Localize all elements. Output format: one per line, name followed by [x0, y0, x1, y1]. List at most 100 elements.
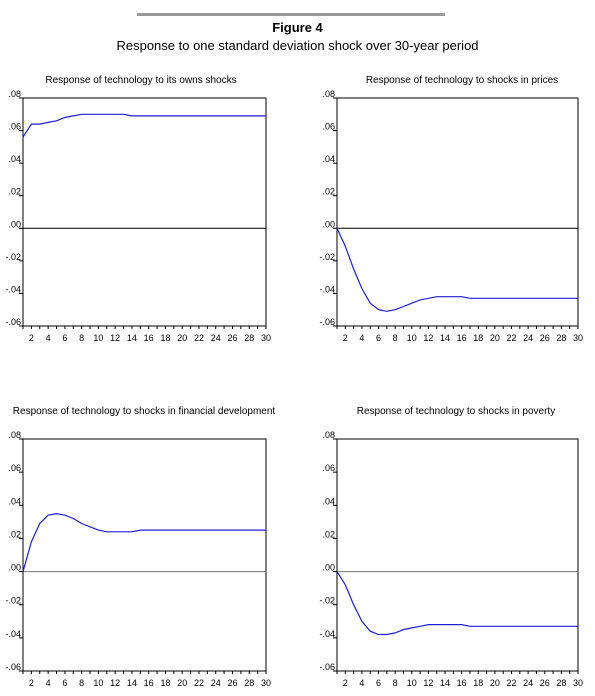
y-tick-label: -.04: [5, 629, 21, 639]
response-line: [336, 571, 578, 636]
x-tick-label: 20: [177, 333, 187, 343]
x-tick-label: 28: [556, 678, 566, 688]
x-tick-label: 18: [473, 333, 483, 343]
y-tick-label: -.04: [319, 629, 335, 639]
x-tick-label: 14: [127, 333, 137, 343]
x-tick-label: 28: [244, 333, 254, 343]
y-tick-label: .02: [8, 529, 21, 539]
x-tick-label: 24: [523, 678, 533, 688]
x-tick-label: 2: [29, 678, 34, 688]
y-tick-label: -.06: [5, 317, 21, 327]
y-tick-label: -.02: [319, 252, 335, 262]
figure-title: Figure 4: [272, 20, 323, 35]
x-tick-label: 28: [244, 678, 254, 688]
y-tick-label: .04: [8, 154, 21, 164]
x-tick-label: 12: [423, 678, 433, 688]
x-tick-label: 10: [407, 678, 417, 688]
y-tick-label: .02: [322, 187, 335, 197]
x-tick-label: 8: [79, 333, 84, 343]
y-tick-label: .08: [322, 89, 335, 99]
x-tick-label: 20: [490, 678, 500, 688]
x-tick-label: 6: [62, 678, 67, 688]
x-tick-label: 16: [144, 333, 154, 343]
x-tick-label: 6: [376, 678, 381, 688]
x-tick-label: 2: [29, 333, 34, 343]
y-tick-label: .06: [8, 463, 21, 473]
x-tick-label: 24: [211, 678, 221, 688]
x-tick-label: 8: [393, 333, 398, 343]
x-tick-label: 10: [93, 678, 103, 688]
x-tick-label: 20: [177, 678, 187, 688]
x-tick-label: 14: [440, 333, 450, 343]
x-tick-label: 20: [490, 333, 500, 343]
y-tick-label: .04: [322, 496, 335, 506]
panel-title: Response of technology to shocks in fina…: [13, 406, 276, 417]
y-tick-label: -.02: [319, 596, 335, 606]
x-tick-label: 2: [343, 333, 348, 343]
x-tick-label: 6: [376, 333, 381, 343]
x-tick-label: 22: [507, 678, 517, 688]
x-tick-label: 30: [573, 678, 583, 688]
x-tick-label: 6: [62, 333, 67, 343]
x-tick-label: 4: [46, 333, 51, 343]
y-tick-label: -.06: [319, 662, 335, 672]
y-tick-label: .00: [8, 563, 21, 573]
y-tick-label: .06: [322, 463, 335, 473]
x-tick-label: 2: [343, 678, 348, 688]
x-tick-label: 16: [457, 333, 467, 343]
x-tick-label: 18: [160, 333, 170, 343]
y-tick-label: .08: [8, 430, 21, 440]
x-tick-label: 22: [194, 333, 204, 343]
x-tick-label: 18: [160, 678, 170, 688]
y-tick-label: -.04: [5, 284, 21, 294]
y-tick-label: .08: [8, 89, 21, 99]
x-tick-label: 14: [127, 678, 137, 688]
x-tick-label: 22: [194, 678, 204, 688]
figure-subtitle: Response to one standard deviation shock…: [116, 38, 479, 53]
response-line: [22, 512, 266, 572]
y-tick-label: -.06: [5, 662, 21, 672]
x-tick-label: 4: [359, 333, 364, 343]
y-tick-label: .06: [8, 122, 21, 132]
plot-frame: [336, 97, 579, 327]
x-tick-label: 26: [227, 333, 237, 343]
response-line: [22, 113, 266, 138]
x-tick-label: 30: [261, 678, 271, 688]
y-tick-label: .00: [322, 219, 335, 229]
x-tick-label: 22: [507, 333, 517, 343]
y-tick-label: .06: [322, 122, 335, 132]
x-tick-label: 26: [227, 678, 237, 688]
x-tick-label: 4: [359, 678, 364, 688]
y-tick-label: .04: [322, 154, 335, 164]
x-tick-label: 18: [473, 678, 483, 688]
chart-panel-3: Response of technology to shocks in fina…: [5, 406, 275, 688]
top-rule: [137, 13, 445, 16]
response-line: [336, 228, 578, 312]
y-tick-label: .02: [8, 187, 21, 197]
x-tick-label: 4: [46, 678, 51, 688]
plot-frame: [22, 438, 267, 672]
y-tick-label: -.06: [319, 317, 335, 327]
x-tick-label: 16: [457, 678, 467, 688]
x-tick-label: 8: [393, 678, 398, 688]
panel-title: Response of technology to its owns shock…: [45, 75, 236, 86]
x-tick-label: 12: [423, 333, 433, 343]
x-tick-label: 10: [407, 333, 417, 343]
y-tick-label: -.02: [5, 596, 21, 606]
x-tick-label: 12: [110, 678, 120, 688]
x-tick-label: 16: [144, 678, 154, 688]
x-tick-label: 30: [573, 333, 583, 343]
x-tick-label: 24: [211, 333, 221, 343]
x-tick-label: 14: [440, 678, 450, 688]
x-tick-label: 24: [523, 333, 533, 343]
x-tick-label: 26: [540, 333, 550, 343]
x-tick-label: 8: [79, 678, 84, 688]
x-tick-label: 30: [261, 333, 271, 343]
y-tick-label: .00: [322, 563, 335, 573]
y-tick-label: .08: [322, 430, 335, 440]
chart-panel-4: Response of technology to shocks in pove…: [319, 406, 583, 688]
panel-title: Response of technology to shocks in pove…: [357, 406, 555, 417]
x-tick-label: 10: [93, 333, 103, 343]
plot-frame: [336, 438, 579, 672]
